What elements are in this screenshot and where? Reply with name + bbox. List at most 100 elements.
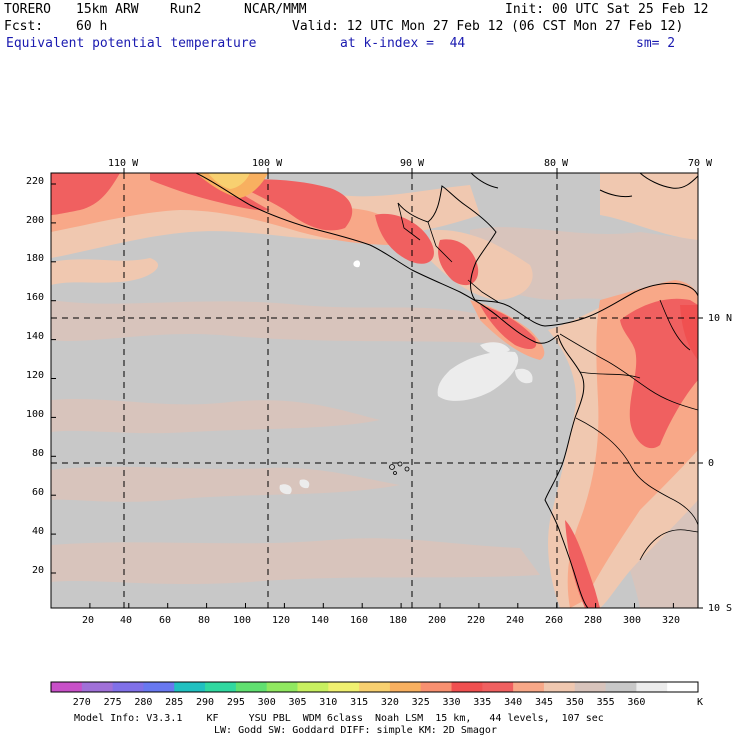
- colorbar-label: 300: [257, 697, 276, 708]
- band-340-northwest: [51, 258, 159, 285]
- colorbar-swatch: [667, 682, 699, 692]
- border-peru-brazil: [639, 529, 698, 561]
- band-330-honduras: [438, 239, 479, 286]
- lon-label-70w: 70 W: [688, 158, 713, 169]
- colorbar-label: 345: [534, 697, 554, 708]
- y-label-200: 200: [26, 215, 45, 226]
- band-345-far-south: [51, 538, 540, 584]
- colorbar-label: 325: [411, 697, 430, 708]
- x-label-200: 200: [428, 615, 447, 626]
- x-label-220: 220: [467, 615, 486, 626]
- map-frame: [50, 172, 699, 609]
- band-340-caribbean: [600, 173, 698, 240]
- init-time: Init: 00 UTC Sat 25 Feb 12: [505, 2, 709, 17]
- galapagos-san-cristobal: [404, 466, 410, 472]
- x-label-300: 300: [623, 615, 642, 626]
- y-label-80: 80: [32, 448, 45, 459]
- map-field: [51, 173, 698, 608]
- x-label-20: 20: [82, 615, 95, 626]
- band-330-peru: [565, 520, 600, 608]
- colorbar-label: 320: [380, 697, 399, 708]
- border-nicaragua: [467, 279, 499, 303]
- level-info: at k-index = 44: [340, 36, 466, 51]
- colorbar-label: 360: [627, 697, 646, 708]
- lat-label-0: 0: [708, 458, 715, 469]
- model-info-line: Model Info: V3.3.1 KF YSU PBL WDM 6class…: [74, 713, 604, 724]
- colorbar-frame: [50, 681, 699, 693]
- border-venezuela: [659, 299, 691, 351]
- band-315-mexico-top: [208, 173, 250, 189]
- band-330-guatemala: [375, 213, 434, 264]
- colorbar-label: 315: [350, 697, 369, 708]
- border-ecuador-colombia: [579, 371, 641, 379]
- x-label-240: 240: [506, 615, 525, 626]
- colorbar-swatch: [81, 682, 114, 692]
- colorbar-label: 355: [596, 697, 615, 708]
- lon-label-90w: 90 W: [400, 158, 425, 169]
- run-label: Run2: [170, 2, 202, 17]
- x-label-40: 40: [120, 615, 133, 626]
- x-label-260: 260: [545, 615, 564, 626]
- colorbar-label: 270: [72, 697, 91, 708]
- band-345-mid: [51, 398, 380, 434]
- colorbar: [51, 682, 699, 692]
- colorbar-swatch: [636, 682, 668, 692]
- colorbar-swatch: [389, 682, 422, 692]
- band-330-northwest: [51, 173, 120, 215]
- colorbar-swatch: [482, 682, 514, 692]
- patch-355-galapagos-north: [437, 351, 519, 401]
- patch-355-small-2: [515, 368, 533, 384]
- galapagos-santa-cruz: [397, 461, 403, 467]
- coast-hispaniola: [599, 189, 633, 198]
- colorbar-swatch: [420, 682, 453, 692]
- colorbar-swatch: [543, 682, 576, 692]
- x-label-320: 320: [662, 615, 681, 626]
- band-330-mexico: [230, 179, 353, 231]
- physics-info-line: LW: Godd SW: Goddard DIFF: simple KM: 2D…: [214, 725, 497, 736]
- y-label-180: 180: [26, 253, 45, 264]
- lat-label-10n: 10 N: [708, 313, 733, 324]
- y-label-140: 140: [26, 331, 45, 342]
- x-label-160: 160: [350, 615, 369, 626]
- border-colombia: [559, 333, 698, 411]
- band-335-north: [51, 173, 395, 245]
- colorbar-swatch: [51, 682, 83, 692]
- colorbar-swatch: [174, 682, 206, 692]
- colorbar-swatch: [451, 682, 483, 692]
- colorbar-swatch: [574, 682, 607, 692]
- border-mexico-guatemala: [397, 202, 421, 241]
- band-330-north: [150, 173, 270, 211]
- patch-360-small: [353, 260, 361, 268]
- colorbar-label: 350: [565, 697, 584, 708]
- organization: NCAR/MMM: [244, 2, 307, 17]
- colorbar-swatch: [513, 682, 545, 692]
- colorbar-label: 335: [473, 697, 492, 708]
- galapagos-islands: [389, 461, 410, 475]
- colorbar-label: 330: [442, 697, 461, 708]
- model-name: TORERO: [4, 2, 51, 17]
- colorbar-label: 295: [226, 697, 245, 708]
- borders: [397, 202, 698, 561]
- colorbar-swatch: [143, 682, 175, 692]
- border-peru: [575, 417, 698, 526]
- x-label-140: 140: [311, 615, 330, 626]
- colorbar-label: 275: [103, 697, 122, 708]
- band-345-south: [51, 466, 400, 502]
- y-label-20: 20: [32, 565, 45, 576]
- forecast-hour: 60 h: [76, 19, 108, 34]
- valid-time: Valid: 12 UTC Mon 27 Feb 12 (06 CST Mon …: [292, 19, 684, 34]
- axis-ticks: [50, 168, 703, 609]
- colorbar-swatch: [605, 682, 637, 692]
- colorbar-swatch: [266, 682, 298, 692]
- coastlines: [195, 173, 698, 608]
- lon-label-80w: 80 W: [544, 158, 569, 169]
- x-label-80: 80: [198, 615, 211, 626]
- x-label-280: 280: [584, 615, 603, 626]
- colorbar-swatch: [328, 682, 360, 692]
- x-label-120: 120: [272, 615, 291, 626]
- smoothing-info: sm= 2: [636, 36, 676, 51]
- lon-label-110w: 110 W: [108, 158, 139, 169]
- y-label-120: 120: [26, 370, 45, 381]
- latlon-grid: [51, 173, 698, 608]
